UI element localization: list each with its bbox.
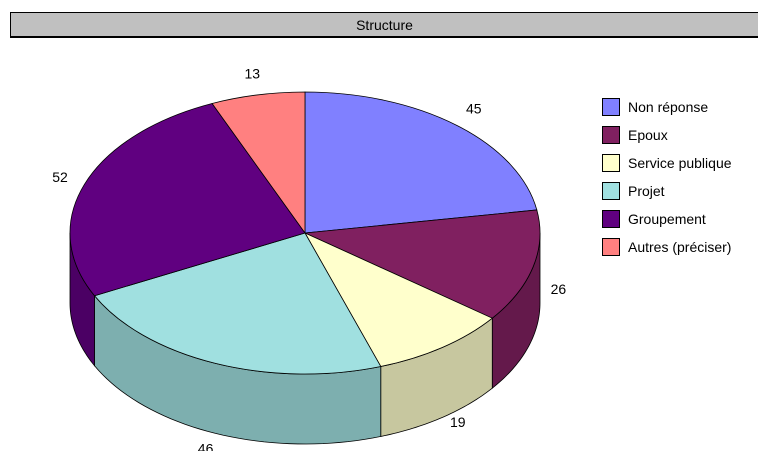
data-label-autres-preciser: 13 bbox=[245, 65, 261, 81]
data-label-projet: 46 bbox=[198, 440, 214, 451]
pie-slice-projet bbox=[93, 232, 382, 375]
legend-label: Groupement bbox=[628, 211, 706, 227]
legend-label: Non réponse bbox=[628, 99, 709, 115]
pie-slice-epoux bbox=[303, 209, 541, 319]
legend-label: Epoux bbox=[628, 127, 668, 143]
legend-label: Service publique bbox=[628, 155, 732, 171]
legend: Non réponse Epoux Service publique Proje… bbox=[602, 93, 758, 261]
legend-label: Autres (préciser) bbox=[628, 239, 732, 255]
data-label-service-publique: 19 bbox=[450, 414, 466, 430]
legend-item-epoux: Epoux bbox=[602, 121, 758, 149]
legend-swatch bbox=[602, 126, 620, 144]
data-label-groupement: 52 bbox=[52, 169, 68, 185]
pie-slice-service-publique bbox=[304, 232, 494, 367]
legend-swatch bbox=[602, 238, 620, 256]
legend-swatch bbox=[602, 98, 620, 116]
data-label-non-reponse: 45 bbox=[466, 101, 482, 117]
pie-slice-autres-preciser bbox=[211, 91, 306, 235]
legend-label: Projet bbox=[628, 183, 665, 199]
chart-title: Structure bbox=[10, 12, 758, 38]
legend-swatch bbox=[602, 182, 620, 200]
legend-item-service-publique: Service publique bbox=[602, 149, 758, 177]
data-label-epoux: 26 bbox=[551, 281, 567, 297]
legend-swatch bbox=[602, 154, 620, 172]
pie-slice-non-reponse bbox=[304, 91, 538, 234]
legend-item-non-reponse: Non réponse bbox=[602, 93, 758, 121]
legend-item-groupement: Groupement bbox=[602, 205, 758, 233]
legend-swatch bbox=[602, 210, 620, 228]
legend-item-autres: Autres (préciser) bbox=[602, 233, 758, 261]
legend-item-projet: Projet bbox=[602, 177, 758, 205]
